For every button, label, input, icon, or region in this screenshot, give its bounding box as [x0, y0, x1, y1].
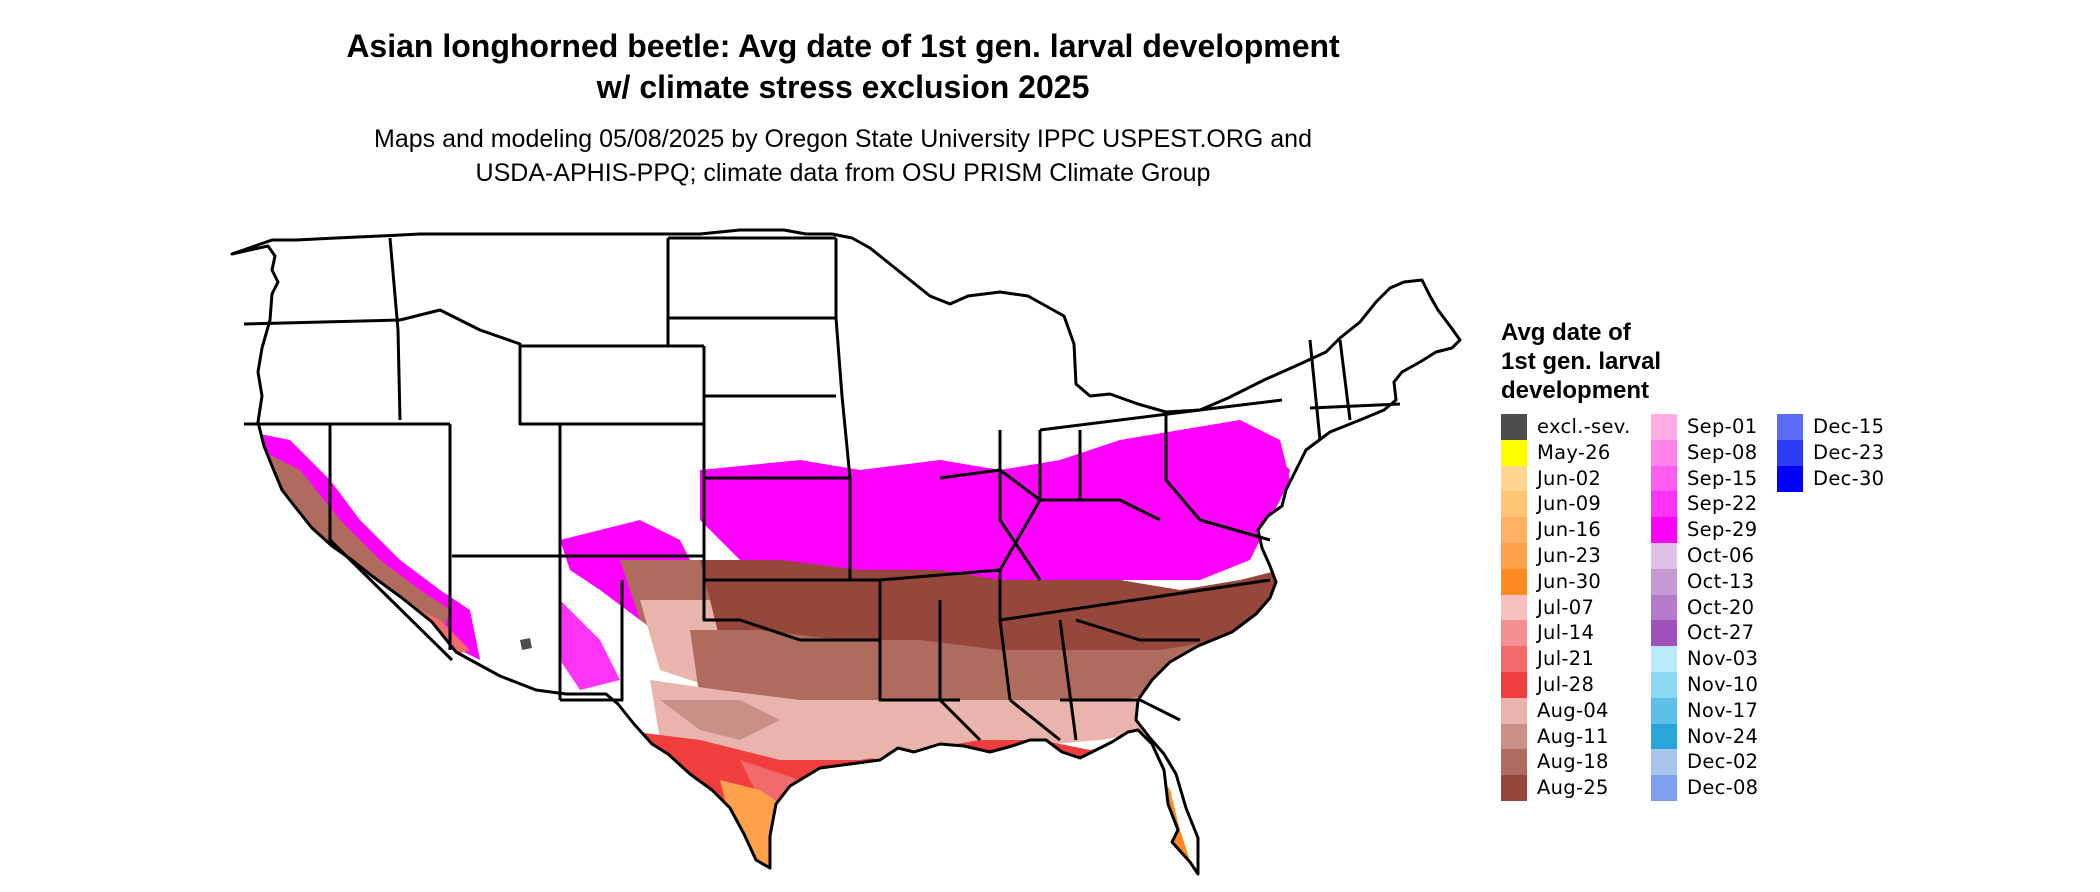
- legend-label: Dec-23: [1813, 440, 1885, 464]
- legend-label: Aug-04: [1537, 698, 1609, 722]
- legend-swatch: [1501, 672, 1527, 698]
- legend-swatch: [1501, 697, 1527, 724]
- legend-swatch: [1651, 697, 1677, 724]
- legend-swatch: [1651, 439, 1677, 466]
- legend-label: Jun-16: [1537, 518, 1602, 542]
- legend-swatch: [1651, 568, 1677, 595]
- title-block: Asian longhorned beetle: Avg date of 1st…: [0, 26, 1686, 190]
- map-title-line-2: w/ climate stress exclusion 2025: [596, 69, 1090, 105]
- legend-swatch: [1501, 439, 1527, 466]
- legend-swatch: [1651, 517, 1677, 544]
- legend: Avg date of 1st gen. larval development …: [1501, 318, 1921, 802]
- legend-label: Oct-06: [1687, 544, 1755, 567]
- legend-swatch: [1501, 568, 1527, 595]
- legend-label: Sep-15: [1687, 466, 1758, 490]
- map-subtitle-line-2: USDA-APHIS-PPQ; climate data from OSU PR…: [475, 159, 1211, 187]
- legend-title-line-2: 1st gen. larval: [1501, 348, 1662, 375]
- legend-swatch: [1651, 775, 1677, 802]
- us-map: [230, 228, 1462, 876]
- legend-label: excl.-sev.: [1537, 415, 1631, 438]
- legend-swatch: [1501, 414, 1527, 440]
- legend-swatch: [1501, 465, 1527, 492]
- legend-swatch: [1777, 465, 1803, 492]
- legend-label: Nov-03: [1687, 647, 1759, 671]
- legend-label: Dec-15: [1813, 415, 1885, 438]
- state-boundaries: [230, 228, 1462, 876]
- legend-swatch: [1651, 723, 1677, 750]
- legend-swatch: [1501, 775, 1527, 802]
- legend-label: Jul-21: [1537, 647, 1595, 671]
- legend-swatch: [1501, 491, 1527, 518]
- legend-label: Aug-11: [1537, 724, 1609, 748]
- legend-label: Jul-07: [1537, 595, 1595, 619]
- legend-label: Dec-30: [1813, 466, 1885, 490]
- legend-swatch: [1651, 543, 1677, 569]
- legend-title-line-3: development: [1501, 377, 1650, 404]
- legend-label: Sep-29: [1687, 518, 1758, 542]
- legend-swatch: [1501, 646, 1527, 673]
- legend-label: Dec-02: [1687, 750, 1759, 774]
- legend-swatch: [1501, 517, 1527, 544]
- legend-swatch: [1501, 543, 1527, 569]
- legend-label: Sep-08: [1687, 440, 1758, 464]
- legend-label: Oct-27: [1687, 621, 1755, 645]
- legend-swatch: [1651, 465, 1677, 492]
- legend-label: Aug-18: [1537, 750, 1609, 774]
- legend-swatch: [1501, 723, 1527, 750]
- legend-label: May-26: [1537, 440, 1611, 464]
- legend-title: Avg date of 1st gen. larval development: [1501, 318, 1921, 405]
- map-title-line-1: Asian longhorned beetle: Avg date of 1st…: [346, 28, 1340, 64]
- legend-label: Aug-25: [1537, 776, 1609, 800]
- legend-label: Jul-14: [1537, 621, 1595, 645]
- legend-label: Nov-17: [1687, 698, 1759, 722]
- legend-label: Sep-22: [1687, 492, 1758, 516]
- model-raster: [232, 230, 1460, 874]
- legend-label: Jun-23: [1537, 544, 1602, 567]
- legend-swatch: [1651, 491, 1677, 518]
- legend-label: Jul-28: [1537, 673, 1595, 696]
- legend-label: Jun-02: [1537, 466, 1602, 490]
- legend-label: Oct-13: [1687, 569, 1755, 593]
- legend-swatch: [1651, 646, 1677, 673]
- legend-swatch: [1501, 620, 1527, 647]
- map-subtitle-line-1: Maps and modeling 05/08/2025 by Oregon S…: [374, 125, 1312, 153]
- legend-swatch: [1777, 439, 1803, 466]
- legend-title-line-1: Avg date of: [1501, 319, 1631, 346]
- map-subtitle: Maps and modeling 05/08/2025 by Oregon S…: [0, 122, 1686, 190]
- legend-label: Nov-10: [1687, 673, 1759, 696]
- legend-label: Jun-30: [1537, 569, 1602, 593]
- legend-label: Dec-08: [1687, 776, 1759, 800]
- legend-label: Nov-24: [1687, 724, 1759, 748]
- legend-swatch: [1777, 414, 1803, 440]
- legend-swatch: [1651, 672, 1677, 698]
- legend-swatch: [1501, 749, 1527, 776]
- legend-label: Oct-20: [1687, 595, 1755, 619]
- legend-label: Jun-09: [1537, 492, 1602, 516]
- legend-swatch: [1651, 749, 1677, 776]
- legend-swatch: [1651, 594, 1677, 621]
- legend-swatch: [1651, 620, 1677, 647]
- legend-swatch: [1651, 414, 1677, 440]
- map-title: Asian longhorned beetle: Avg date of 1st…: [0, 26, 1686, 108]
- legend-swatch: [1501, 594, 1527, 621]
- legend-label: Sep-01: [1687, 415, 1758, 438]
